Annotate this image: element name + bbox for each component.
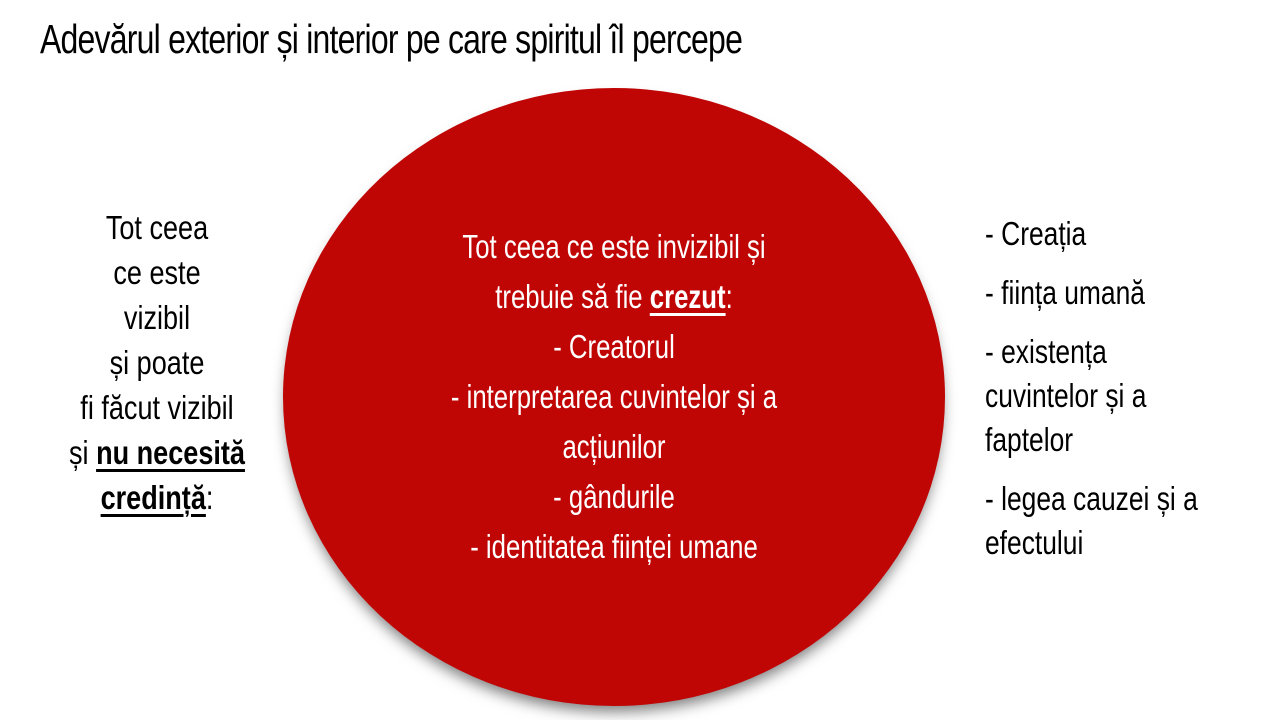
right-text-line: - legea cauzei și a: [985, 480, 1198, 517]
left-text-line: și nu necesită: [46, 430, 267, 475]
circle-list-line: - gândurile: [553, 478, 675, 515]
left-text-block: Tot ceea ce este vizibil și poate fi făc…: [46, 205, 267, 520]
right-text-line: faptelor: [985, 421, 1074, 458]
circle-list-line: - identitatea ființei umane: [470, 528, 758, 565]
right-text-line: - Creația: [985, 215, 1087, 252]
circle-list-line: acțiunilor: [562, 428, 666, 465]
circle-list-line: - interpretarea cuvintelor și a: [450, 378, 778, 415]
left-text-emphasis: nu necesită: [96, 434, 245, 471]
right-text-block: - Creația - ființa umană - existența cuv…: [985, 212, 1249, 580]
right-text-line: - existența: [985, 333, 1107, 370]
left-text-line: credință:: [46, 475, 267, 520]
right-list-item: - existența cuvintelor și a faptelor: [985, 330, 1249, 462]
circle-text-emphasis: crezut: [649, 278, 726, 315]
red-circle: Tot ceea ce este invizibil și trebuie să…: [283, 88, 945, 706]
left-text-emphasis: credință: [100, 479, 206, 516]
left-text-line: și poate: [109, 344, 205, 381]
left-text-normal: :: [205, 479, 214, 516]
circle-text-line: trebuie să fie crezut:: [357, 272, 872, 322]
left-text-normal: și: [69, 434, 97, 471]
left-text-line: ce este: [113, 254, 201, 291]
right-list-item: - legea cauzei și a efectului: [985, 477, 1249, 565]
circle-list-line: - Creatorul: [553, 328, 675, 365]
right-text-line: cuvintelor și a: [985, 377, 1147, 414]
circle-text-block: Tot ceea ce este invizibil și trebuie să…: [357, 222, 872, 572]
right-text-line: - ființa umană: [985, 274, 1145, 311]
circle-text-suffix: :: [725, 278, 733, 315]
circle-text-normal: trebuie să fie: [495, 278, 650, 315]
left-text-line: fi făcut vizibil: [80, 389, 234, 426]
left-text-line: vizibil: [123, 299, 191, 336]
circle-text-line: Tot ceea ce este invizibil și: [462, 228, 766, 265]
right-list-item: - ființa umană: [985, 271, 1249, 315]
right-text-line: efectului: [985, 524, 1084, 561]
left-text-line: Tot ceea: [105, 209, 209, 246]
slide-title: Adevărul exterior și interior pe care sp…: [40, 16, 743, 62]
right-list-item: - Creația: [985, 212, 1249, 256]
